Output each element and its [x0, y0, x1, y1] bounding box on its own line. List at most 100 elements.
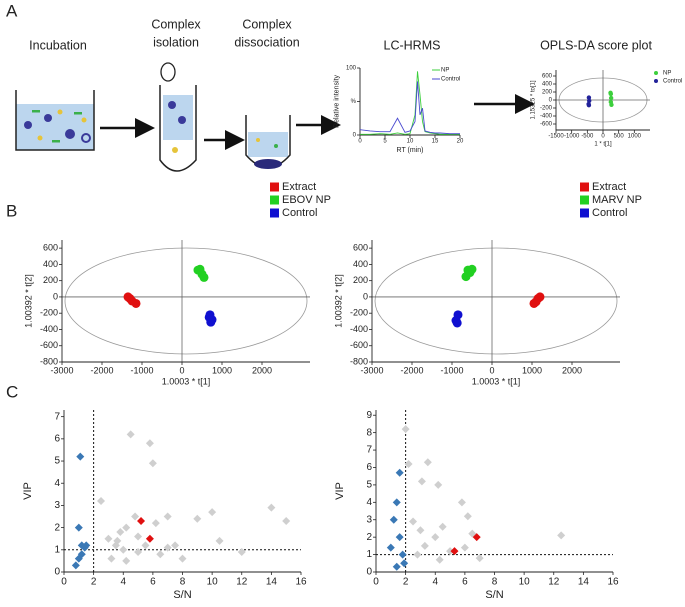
y-tick-label: 3 — [366, 514, 372, 525]
point — [404, 460, 413, 468]
panel-label: A — [6, 1, 18, 20]
y-tick-label: -600 — [40, 340, 58, 350]
point — [400, 559, 409, 568]
point — [76, 452, 85, 461]
y-tick-label: 600 — [542, 74, 553, 80]
point — [529, 298, 539, 308]
x-tick-label: 0 — [373, 577, 379, 588]
legend-swatch — [270, 195, 279, 205]
y-tick-label: 600 — [353, 243, 368, 253]
y-tick-label: 400 — [542, 82, 553, 88]
legend-label: Control — [282, 207, 317, 219]
y-axis-label: 1.00392 * t[2] — [24, 274, 34, 328]
x-axis-label: 1 * t[1] — [594, 142, 612, 148]
point — [119, 545, 128, 554]
confidence-ellipse — [374, 247, 618, 355]
y-axis-label: VIP — [22, 482, 34, 500]
y-tick-label: -800 — [40, 356, 58, 366]
y-tick-label: 5 — [366, 480, 372, 491]
point — [413, 550, 422, 559]
y-tick-label: 4 — [366, 497, 372, 508]
point — [431, 533, 440, 542]
step-label: LC-HRMS — [384, 38, 441, 52]
step-label: isolation — [153, 35, 199, 49]
point — [74, 523, 83, 532]
x-tick-label: 15 — [432, 139, 439, 145]
point — [446, 547, 455, 556]
y-tick-label: 0 — [54, 567, 60, 578]
point — [475, 554, 484, 563]
point — [97, 496, 106, 505]
legend-label: Control — [663, 79, 682, 85]
x-axis-label: S/N — [485, 589, 503, 601]
point — [460, 543, 469, 552]
x-tick-label: 0 — [489, 365, 494, 375]
beaker-icon — [15, 90, 95, 151]
point — [416, 526, 425, 535]
legend-swatch — [580, 182, 589, 192]
point — [434, 480, 443, 489]
point — [123, 292, 133, 302]
step-label: Complex — [151, 17, 201, 31]
y-tick-label: -400 — [40, 324, 58, 334]
point — [113, 536, 122, 545]
point — [122, 556, 131, 565]
legend-swatch — [580, 208, 589, 218]
point — [82, 541, 91, 550]
y-tick-label: 2 — [54, 522, 60, 533]
x-tick-label: -3000 — [360, 365, 383, 375]
x-axis-label: S/N — [173, 589, 191, 601]
y-axis-label: 1.00392 * t[2] — [334, 274, 344, 328]
point — [389, 515, 398, 524]
y-tick-label: 200 — [353, 275, 368, 285]
x-tick-label: 8 — [492, 577, 498, 588]
point — [420, 541, 429, 550]
point — [557, 531, 566, 540]
step-label: Complex — [242, 17, 292, 31]
step-label: OPLS-DA score plot — [540, 38, 652, 52]
y-tick-label: 200 — [43, 275, 58, 285]
point — [178, 554, 187, 563]
point — [204, 312, 214, 322]
point — [535, 292, 545, 302]
x-tick-label: 0 — [179, 365, 184, 375]
y-tick-label: 5 — [54, 456, 60, 467]
x-tick-label: 2 — [91, 577, 97, 588]
point — [461, 272, 471, 282]
x-tick-label: 16 — [607, 577, 619, 588]
x-tick-label: -2000 — [400, 365, 423, 375]
x-tick-label: 1000 — [628, 134, 642, 140]
point — [145, 439, 154, 448]
point — [116, 528, 125, 537]
x-tick-label: -500 — [581, 134, 594, 140]
legend-label: Control — [592, 207, 627, 219]
x-tick-label: 10 — [407, 139, 414, 145]
point — [398, 550, 407, 559]
y-tick-label: 400 — [353, 259, 368, 269]
x-axis-label: 1.0003 * t[1] — [162, 376, 211, 386]
tube-icon — [159, 62, 197, 172]
y-tick-label: 0 — [366, 567, 372, 578]
point — [199, 272, 209, 282]
legend-swatch — [270, 208, 279, 218]
y-tick-label: 0 — [353, 133, 357, 139]
point — [472, 533, 481, 542]
y-tick-label: -600 — [350, 340, 368, 350]
x-tick-label: 20 — [457, 139, 464, 145]
y-tick-label: 400 — [43, 259, 58, 269]
point — [395, 468, 404, 477]
point — [107, 554, 116, 563]
point — [145, 534, 154, 543]
y-tick-label: 6 — [366, 462, 372, 473]
y-tick-label: 8 — [366, 427, 372, 438]
point — [134, 548, 143, 557]
point — [77, 550, 86, 559]
x-tick-label: 14 — [266, 577, 278, 588]
y-axis-label: VIP — [334, 482, 346, 500]
y-axis-label: Relative intensity — [334, 75, 341, 128]
point — [609, 102, 614, 108]
point — [457, 498, 466, 507]
y-tick-label: 200 — [542, 90, 553, 96]
point — [392, 562, 401, 571]
